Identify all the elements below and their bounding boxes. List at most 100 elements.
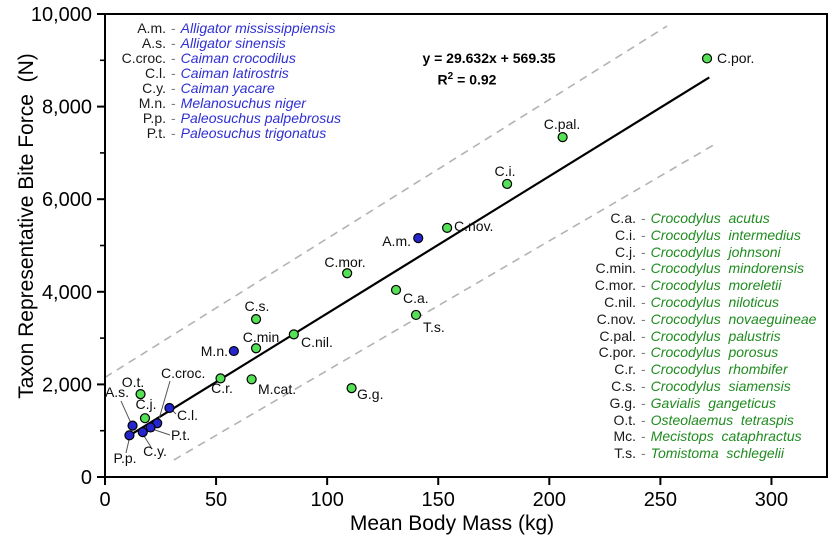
r2-superscript: 2 — [447, 71, 454, 82]
legend-dash: - — [641, 428, 646, 445]
legend-abbr: C.nov. — [596, 310, 636, 327]
legend-species-name: Crocodylus acutus — [650, 210, 770, 226]
x-tick-label: 300 — [755, 489, 788, 511]
y-tick-label: 6,000 — [42, 189, 92, 211]
legend-item-ts: T.s. - Tomistoma schlegelii — [584, 445, 816, 462]
legend-abbr: Mc. — [613, 428, 636, 445]
legend-item-cl: C.l. - Caiman latirostris — [114, 65, 341, 81]
legend-item-cs: C.s. - Crocodylus siamensis — [584, 378, 816, 395]
y-tick-label: 8,000 — [42, 97, 92, 119]
leader-line-pt — [154, 429, 171, 436]
legend-item-pt: P.t. - Paleosuchus trigonatus — [114, 125, 341, 141]
legend-item-am: A.m. - Alligator mississippiensis — [114, 20, 341, 36]
legend-item-ot: O.t. - Osteolaemus tetraspis — [584, 412, 816, 429]
legend-abbr: C.r. — [614, 361, 636, 378]
legend-item-ci: C.i. - Crocodylus intermedius — [584, 227, 816, 244]
legend-abbr: T.s. — [614, 445, 636, 462]
legend-dash: - — [171, 65, 176, 81]
point-label-cy: C.y. — [143, 443, 167, 459]
regression-equation: y = 29.632x + 569.35 — [422, 50, 556, 66]
point-label-ts: T.s. — [423, 319, 445, 335]
legend-species-name: Mecistops cataphractus — [650, 428, 802, 445]
point-label-ci: C.i. — [495, 163, 516, 179]
legend-abbr: C.mor. — [594, 277, 636, 294]
x-tick-label: 250 — [644, 489, 677, 511]
legend-abbr: C.j. — [615, 243, 636, 260]
legend-species-name: Crocodylus siamensis — [650, 377, 791, 394]
legend-species-name: Crocodylus rhombifer — [650, 361, 788, 378]
legend-dash: - — [171, 35, 176, 51]
data-point-ca — [390, 284, 402, 296]
legend-abbr: C.croc. — [121, 50, 166, 66]
x-tick-label: 0 — [99, 489, 110, 511]
legend-dash: - — [641, 344, 646, 361]
legend-species-name: Osteolaemus tetraspis — [650, 411, 794, 428]
point-label-cnov: C.nov. — [454, 218, 493, 234]
point-label-ot: O.t. — [122, 374, 145, 390]
legend-item-cmin: C.min. - Crocodylus mindorensis — [584, 260, 816, 277]
legend-item-cpal: C.pal. - Crocodylus palustris — [584, 328, 816, 345]
legend-dash: - — [171, 20, 176, 36]
leader-line-as — [120, 400, 131, 422]
data-point-ci — [501, 178, 513, 190]
legend-abbr: C.pal. — [599, 327, 636, 344]
legend-dash: - — [641, 293, 646, 310]
legend-species-name: Crocodylus palustris — [650, 327, 781, 344]
leader-line-pp — [125, 439, 130, 454]
legend-abbr: C.min. — [595, 260, 636, 277]
point-label-cpor: C.por. — [717, 50, 754, 66]
legend-dash: - — [641, 210, 646, 226]
legend-species-name: Alligator sinensis — [180, 35, 286, 51]
legend-species-name: Caiman latirostris — [180, 65, 289, 81]
data-point-as — [127, 420, 138, 431]
legend-dash: - — [171, 80, 176, 96]
legend-species-name: Crocodylus niloticus — [650, 293, 780, 310]
point-label-ca: C.a. — [403, 290, 429, 306]
point-label-cmin: C.min — [243, 329, 280, 345]
data-point-cnov — [442, 222, 453, 234]
data-point-cpor — [701, 53, 713, 64]
data-point-cs — [250, 314, 262, 325]
legend-dash: - — [641, 310, 646, 327]
legend-abbr: C.nil. — [604, 293, 636, 310]
legend-species-name: Paleosuchus trigonatus — [180, 125, 327, 141]
legend-dash: - — [641, 411, 646, 428]
data-point-am — [413, 232, 424, 244]
legend-item-ca: C.a. - Crocodylus acutus — [584, 210, 816, 227]
point-label-cl: C.l. — [177, 407, 198, 423]
data-point-cj — [139, 413, 151, 424]
y-tick-label: 4,000 — [42, 282, 92, 304]
data-point-pp — [124, 430, 135, 441]
point-label-cpal: C.pal. — [544, 116, 581, 132]
y-tick-label: 0 — [81, 467, 92, 489]
legend-species-name: Alligator mississippiensis — [180, 20, 336, 36]
legend-dash: - — [641, 260, 646, 277]
legend-species-name: Tomistoma schlegelii — [650, 445, 784, 462]
legend-abbr: C.a. — [610, 210, 636, 226]
legend-species-name: Caiman yacare — [180, 80, 275, 96]
legend-item-mc: Mc. - Mecistops cataphractus — [584, 428, 816, 445]
legend-species-name: Crocodylus porosus — [650, 344, 779, 361]
legend-species-name: Crocodylus johnsoni — [650, 243, 781, 260]
point-label-cs: C.s. — [245, 298, 270, 314]
legend-dash: - — [641, 394, 646, 411]
legend-abbr: P.p. — [142, 110, 166, 126]
legend-item-cr: C.r. - Crocodylus rhombifer — [584, 361, 816, 378]
y-tick-label: 10,000 — [31, 4, 92, 26]
legend-abbr: A.s. — [141, 35, 166, 51]
legend-dash: - — [641, 327, 646, 344]
legend-species-name: Crocodylus intermedius — [650, 226, 801, 243]
legend-species-name: Melanosuchus niger — [180, 95, 306, 111]
legend-abbr: C.por. — [598, 344, 636, 361]
point-label-cr: C.r. — [211, 380, 233, 396]
legend-abbr: C.y. — [142, 80, 166, 96]
legend-abbr: O.t. — [613, 411, 636, 428]
y-tick-label: 2,000 — [42, 374, 92, 396]
legend-dash: - — [641, 445, 646, 462]
data-point-cy — [137, 426, 148, 438]
point-label-pt: P.t. — [171, 427, 190, 443]
legend-alligatoridae: A.m. - Alligator mississippiensis A.s. - Alli… — [114, 20, 341, 141]
leader-line-cl — [172, 410, 177, 415]
point-label-pp: P.p. — [113, 450, 136, 466]
